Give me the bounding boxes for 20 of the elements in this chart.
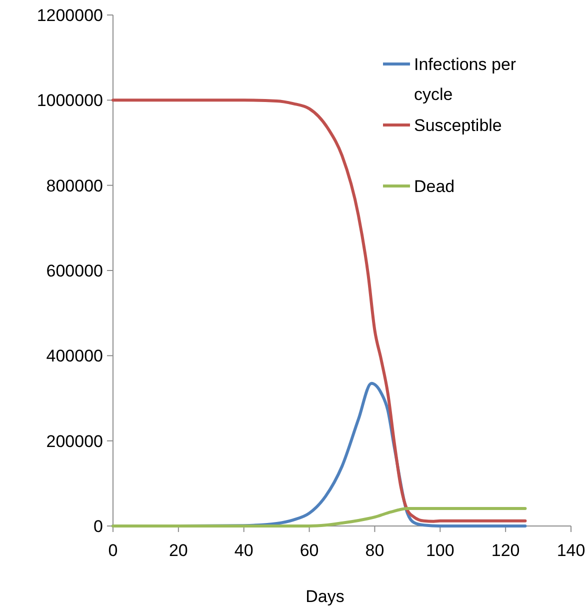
y-tick-label: 1200000 bbox=[36, 6, 103, 25]
y-tick-label: 200000 bbox=[46, 432, 103, 451]
legend-label: Infections per cycle bbox=[414, 54, 516, 104]
x-tick-label: 40 bbox=[234, 541, 254, 560]
x-tick-label: 60 bbox=[300, 541, 319, 560]
legend-label: Susceptible bbox=[414, 116, 502, 135]
y-tick-label: 800000 bbox=[46, 176, 103, 196]
line-series bbox=[112, 507, 527, 528]
y-tick-label: 0 bbox=[94, 516, 103, 536]
x-tick-label: 20 bbox=[168, 541, 188, 560]
x-tick-label: 0 bbox=[108, 541, 118, 560]
y-tick-label: 600000 bbox=[46, 261, 103, 280]
x-tick-label: 120 bbox=[491, 541, 520, 560]
y-tick-label: 400000 bbox=[46, 346, 103, 366]
x-tick-label: 80 bbox=[365, 541, 384, 560]
legend-label: Dead bbox=[414, 176, 455, 196]
x-tick-label: 100 bbox=[426, 541, 454, 560]
y-tick-label: 1000000 bbox=[36, 91, 103, 110]
x-tick-label: 140 bbox=[556, 541, 586, 560]
x-axis-title: Days bbox=[306, 587, 344, 606]
